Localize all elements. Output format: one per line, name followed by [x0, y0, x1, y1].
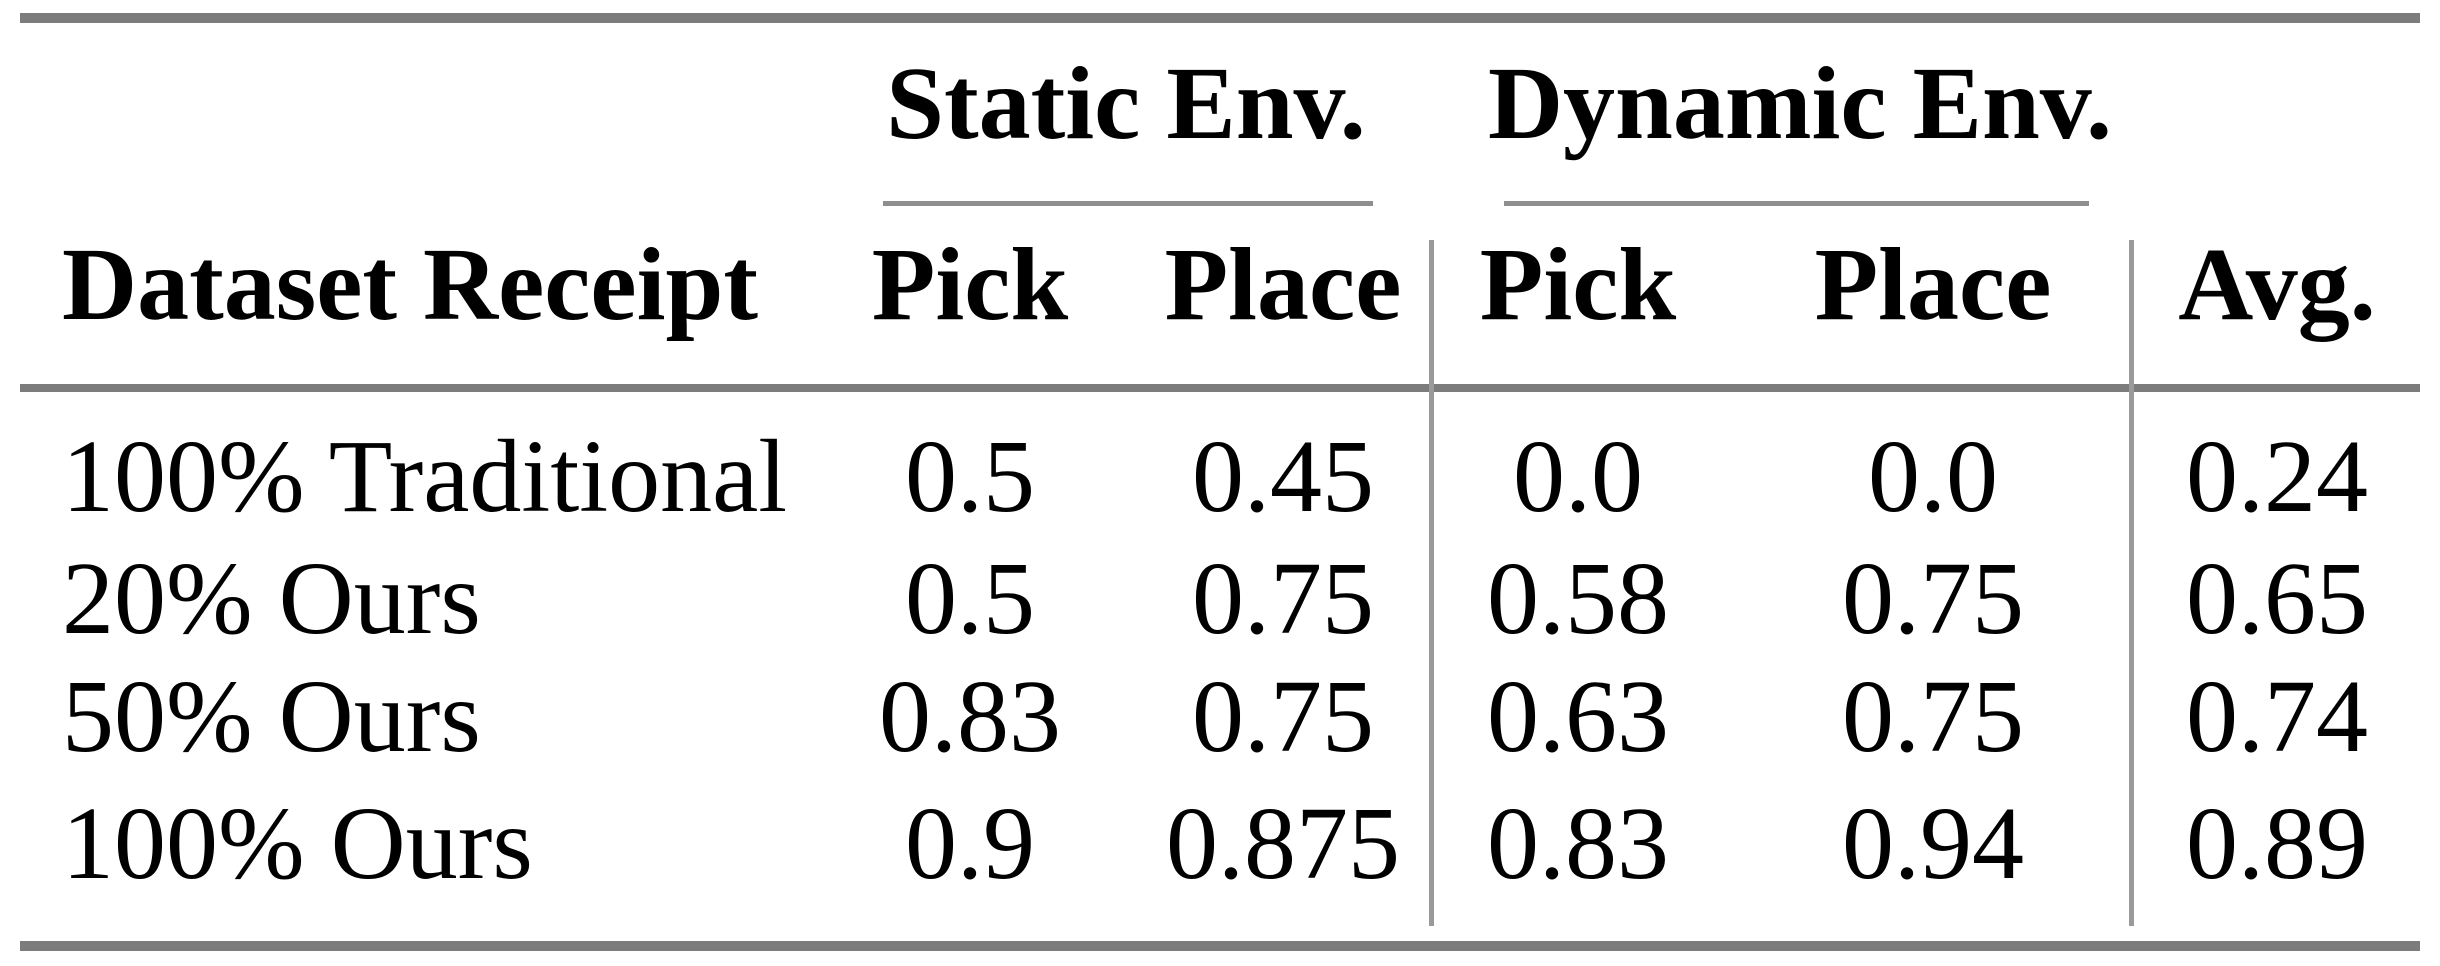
cell-dynamic-pick: 0.63 [1487, 659, 1669, 774]
row-label: 100% Traditional [62, 419, 788, 534]
cell-static-place: 0.75 [1192, 659, 1374, 774]
cell-static-pick: 0.5 [905, 541, 1035, 656]
table-top-rule [20, 13, 2420, 23]
cell-avg: 0.74 [2186, 659, 2368, 774]
cell-static-pick: 0.5 [905, 419, 1035, 534]
header-dynamic-place: Place [1814, 227, 2052, 342]
dynamic-env-cmidrule [1504, 201, 2089, 206]
cell-dynamic-place: 0.75 [1842, 659, 2024, 774]
cell-static-pick: 0.9 [905, 786, 1035, 901]
header-static-pick: Pick [871, 227, 1069, 342]
row-label: 100% Ours [62, 786, 533, 901]
cell-static-pick: 0.83 [879, 659, 1061, 774]
cell-static-place: 0.75 [1192, 541, 1374, 656]
static-env-cmidrule [883, 201, 1373, 206]
vertical-rule-static-dynamic [1429, 240, 1434, 926]
cell-dynamic-place: 0.94 [1842, 786, 2024, 901]
header-static-place: Place [1164, 227, 1402, 342]
header-dynamic-pick: Pick [1479, 227, 1677, 342]
table-header-rule [20, 384, 2420, 392]
row-label: 20% Ours [62, 541, 481, 656]
cell-static-place: 0.875 [1166, 786, 1400, 901]
cell-dynamic-pick: 0.83 [1487, 786, 1669, 901]
cell-dynamic-place: 0.75 [1842, 541, 2024, 656]
cell-avg: 0.65 [2186, 541, 2368, 656]
cell-avg: 0.24 [2186, 419, 2368, 534]
header-dataset-receipt: Dataset Receipt [62, 227, 758, 342]
row-label: 50% Ours [62, 659, 481, 774]
header-avg: Avg. [2178, 227, 2376, 342]
cell-static-place: 0.45 [1192, 419, 1374, 534]
vertical-rule-dynamic-avg [2129, 240, 2134, 926]
column-group-static-env: Static Env. [886, 46, 1366, 161]
cell-avg: 0.89 [2186, 786, 2368, 901]
column-group-dynamic-env: Dynamic Env. [1487, 46, 2113, 161]
table-bottom-rule [20, 941, 2420, 951]
cell-dynamic-pick: 0.0 [1513, 419, 1643, 534]
cell-dynamic-place: 0.0 [1868, 419, 1998, 534]
cell-dynamic-pick: 0.58 [1487, 541, 1669, 656]
